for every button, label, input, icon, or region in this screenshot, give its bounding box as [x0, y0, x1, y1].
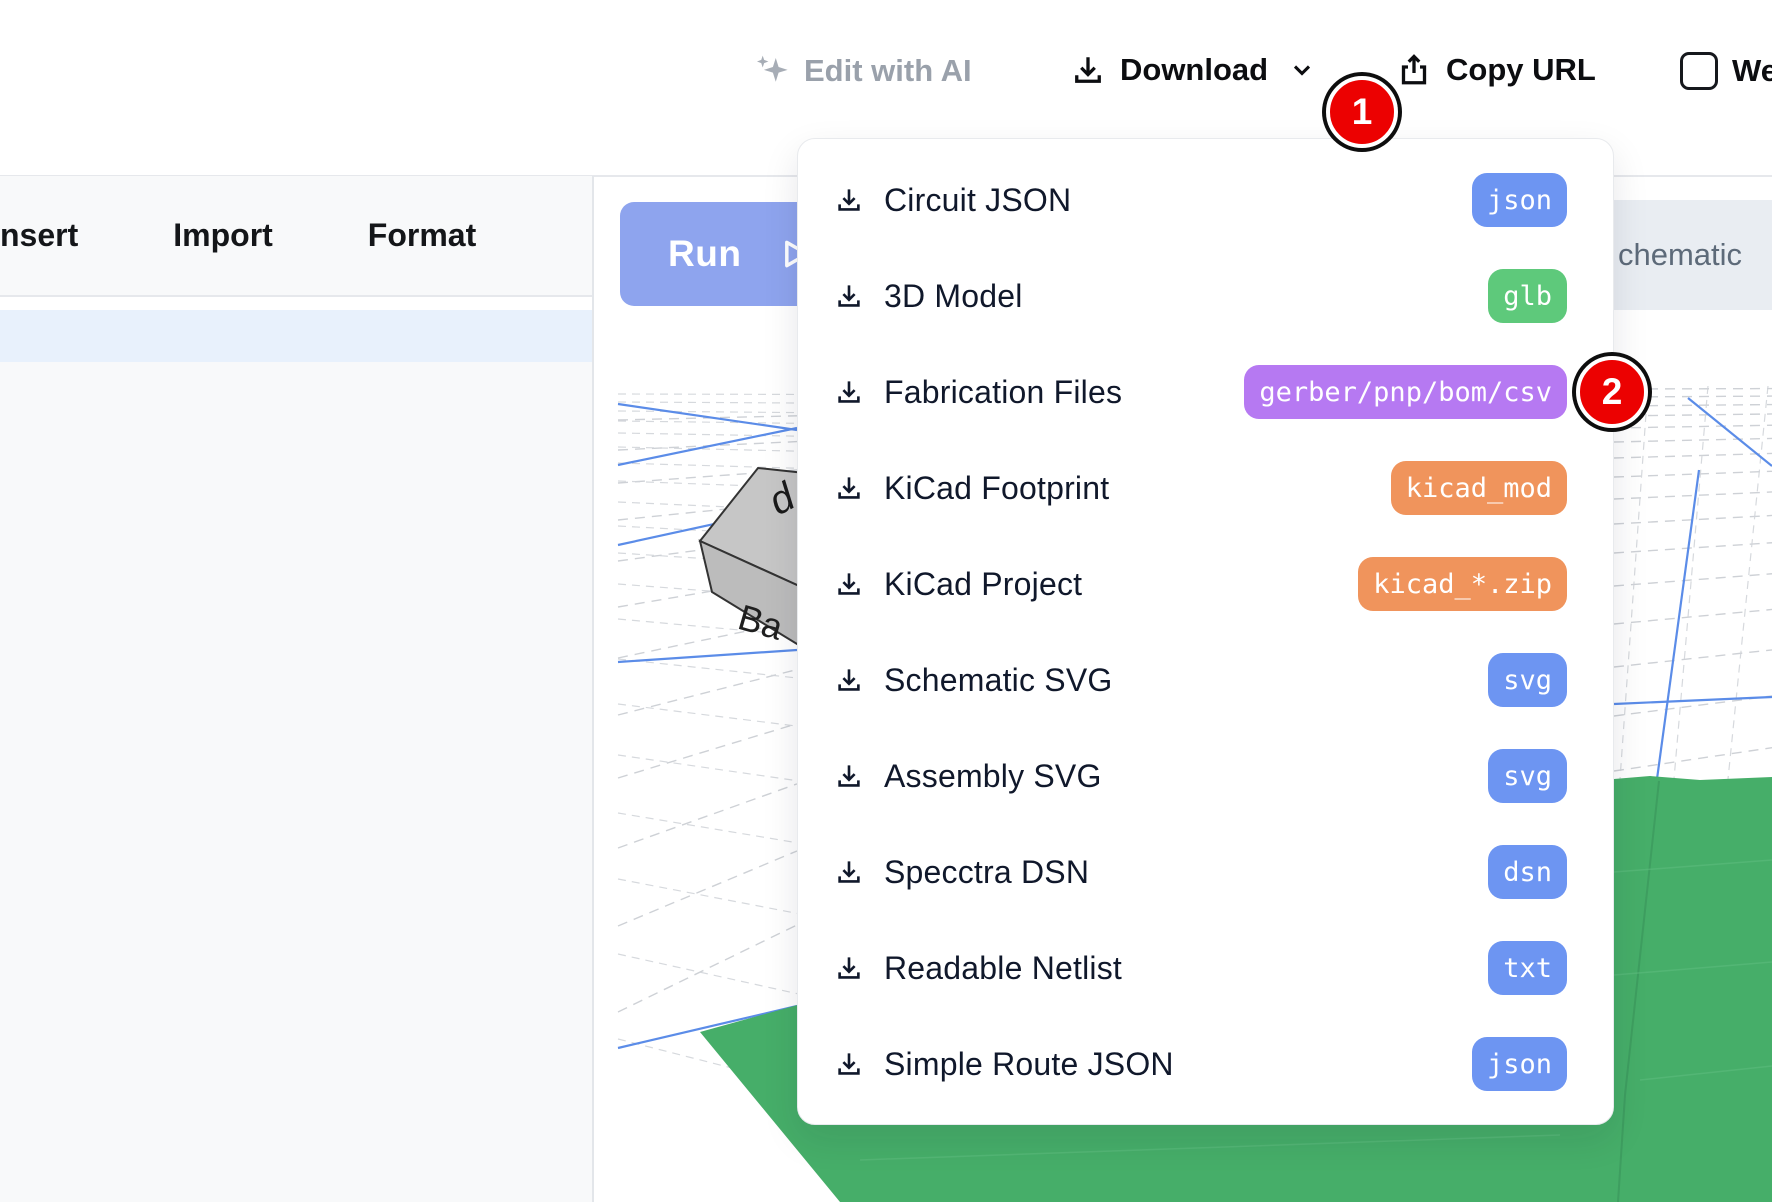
editor-selected-line[interactable]: [0, 310, 592, 362]
file-format-badge: json: [1471, 1037, 1567, 1091]
download-button[interactable]: Download: [1070, 52, 1316, 88]
edit-with-ai-button[interactable]: Edit with AI: [752, 52, 972, 90]
download-menu-item[interactable]: Schematic SVG svg: [798, 632, 1613, 728]
download-menu-item[interactable]: Simple Route JSON json: [798, 1016, 1613, 1112]
file-format-badge: json: [1471, 173, 1567, 227]
download-icon: [838, 189, 860, 211]
file-format-badge: svg: [1488, 653, 1567, 707]
download-menu-item-label: KiCad Footprint: [884, 469, 1110, 506]
file-format-badge: kicad_*.zip: [1358, 557, 1567, 611]
file-format-badge: gerber/pnp/bom/csv: [1244, 365, 1567, 419]
download-menu-item-label: Circuit JSON: [884, 181, 1072, 218]
sparkles-icon: [756, 55, 788, 82]
download-menu-item[interactable]: Readable Netlist txt: [798, 920, 1613, 1016]
download-menu-item-label: Simple Route JSON: [884, 1045, 1174, 1082]
share-icon: [1401, 54, 1427, 85]
file-format-badge: dsn: [1488, 845, 1567, 899]
download-menu-item-label: KiCad Project: [884, 565, 1083, 602]
download-menu-item[interactable]: KiCad Project kicad_*.zip: [798, 536, 1613, 632]
web-checkbox[interactable]: [1680, 52, 1718, 90]
edit-with-ai-label: Edit with AI: [804, 53, 972, 88]
download-menu-item-label: Schematic SVG: [884, 661, 1113, 698]
download-icon: [838, 573, 860, 595]
download-icon: [838, 765, 860, 787]
copy-url-button[interactable]: Copy URL: [1396, 52, 1596, 88]
web-toggle[interactable]: We: [1680, 52, 1772, 90]
download-icon: [838, 285, 860, 307]
download-menu-item-label: 3D Model: [884, 277, 1023, 314]
download-dropdown-menu: Circuit JSON json 3D Model glb Fabricati…: [797, 138, 1614, 1125]
tab-schematic[interactable]: chematic: [1598, 200, 1772, 310]
download-icon: [838, 1053, 860, 1075]
editor-row: [0, 297, 592, 310]
download-menu-item-label: Fabrication Files: [884, 373, 1123, 410]
run-label: Run: [668, 233, 742, 274]
code-editor-pane[interactable]: nsert Import Format ll 1!! /: [0, 176, 592, 1202]
file-format-badge: svg: [1488, 749, 1567, 803]
chevron-down-icon: [1294, 65, 1311, 76]
menubar-item[interactable]: Format: [367, 217, 477, 253]
download-menu-item[interactable]: Specctra DSN dsn: [798, 824, 1613, 920]
download-icon: [838, 381, 860, 403]
download-menu-item[interactable]: KiCad Footprint kicad_mod: [798, 440, 1613, 536]
file-format-badge: glb: [1488, 269, 1567, 323]
copy-url-label: Copy URL: [1446, 52, 1596, 87]
menubar-item[interactable]: nsert: [0, 217, 79, 253]
download-menu-item-label: Readable Netlist: [884, 949, 1122, 986]
run-button[interactable]: Run: [620, 202, 832, 306]
annotation-step-2-number: 2: [1601, 371, 1623, 412]
download-icon: [1075, 57, 1101, 83]
annotation-step-1: 1: [1326, 76, 1398, 148]
download-icon: [838, 477, 860, 499]
download-menu-item-label: Assembly SVG: [884, 757, 1102, 794]
download-icon: [838, 861, 860, 883]
download-menu-item[interactable]: Circuit JSON json: [798, 152, 1613, 248]
web-label: We: [1732, 53, 1772, 88]
download-icon: [838, 669, 860, 691]
pane-divider[interactable]: [592, 176, 594, 1202]
download-menu-item[interactable]: Fabrication Files gerber/pnp/bom/csv: [798, 344, 1613, 440]
download-menu-item[interactable]: 3D Model glb: [798, 248, 1613, 344]
editor-menubar: nsert Import Format: [0, 176, 592, 297]
annotation-step-2: 2: [1576, 356, 1648, 428]
menubar-item[interactable]: Import: [173, 217, 273, 253]
file-format-badge: kicad_mod: [1390, 461, 1567, 515]
annotation-step-1-number: 1: [1351, 91, 1373, 132]
tab-schematic-label: chematic: [1618, 237, 1743, 272]
download-menu-item-label: Specctra DSN: [884, 853, 1090, 890]
file-format-badge: txt: [1488, 941, 1567, 995]
download-label: Download: [1120, 52, 1269, 87]
download-menu-item[interactable]: Assembly SVG svg: [798, 728, 1613, 824]
download-icon: [838, 957, 860, 979]
